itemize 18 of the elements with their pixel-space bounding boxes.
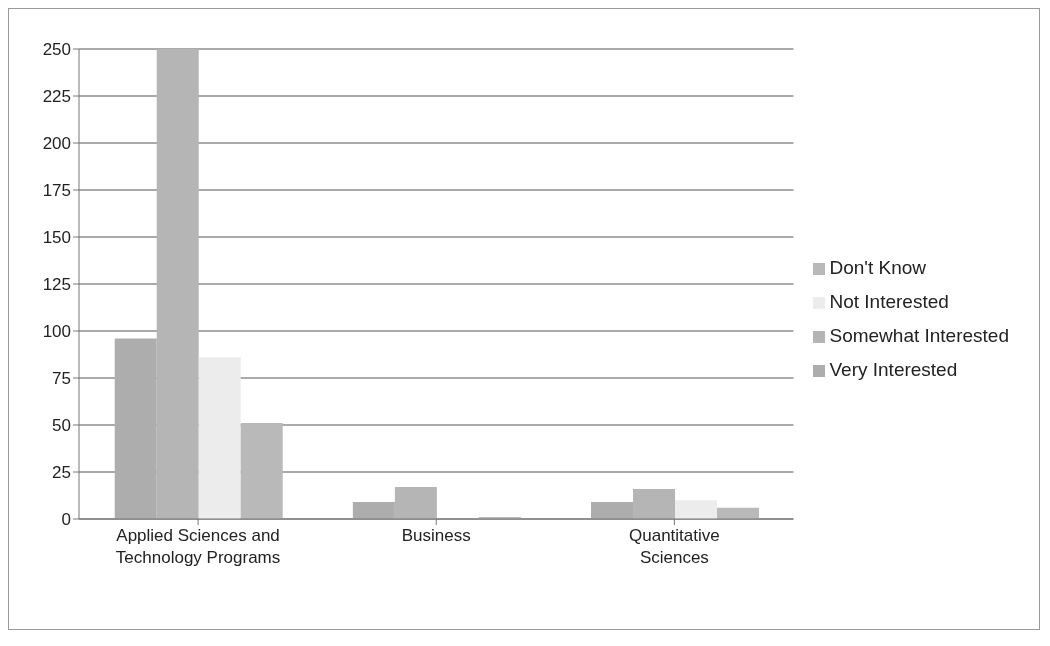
legend-label: Very Interested: [829, 359, 958, 380]
legend-label: Not Interested: [829, 291, 949, 312]
y-tick-label: 150: [42, 228, 71, 248]
x-tick-label: Business: [401, 526, 471, 545]
legend-label: Don't Know: [829, 257, 927, 278]
y-tick-label: 50: [52, 416, 71, 436]
y-tick-label: 75: [52, 369, 71, 389]
y-tick-label: 175: [42, 181, 71, 201]
x-tick-label: Applied Sciences and Technology Programs: [115, 526, 281, 567]
legend-label: Somewhat Interested: [829, 325, 1009, 346]
x-tick-label: Quantitative Sciences: [629, 526, 720, 567]
y-tick-label: 125: [42, 275, 71, 295]
y-tick-label: 25: [52, 463, 71, 483]
y-tick-label: 225: [42, 87, 71, 107]
y-tick-label: 0: [61, 510, 71, 530]
y-tick-label: 250: [42, 40, 71, 60]
y-tick-label: 100: [42, 322, 71, 342]
y-tick-label: 200: [42, 134, 71, 154]
